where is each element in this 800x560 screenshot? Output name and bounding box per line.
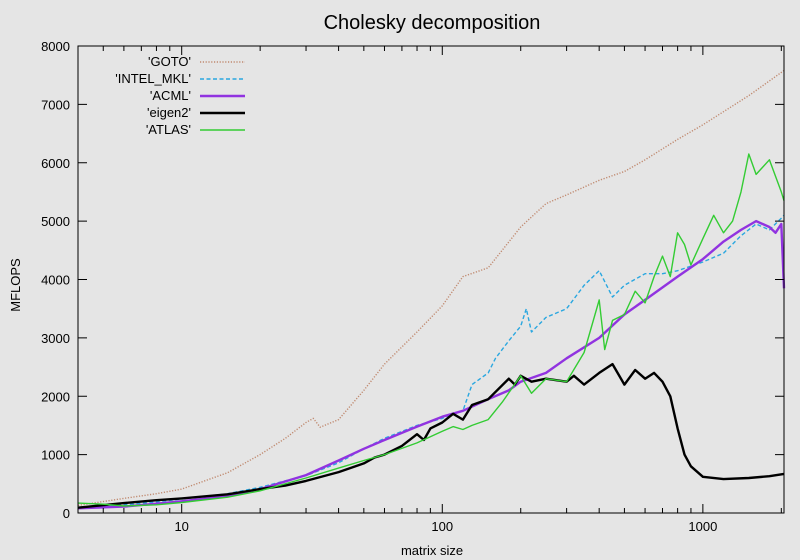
x-tick-label-2: 1000 — [688, 519, 717, 534]
x-axis: 10 100 1000 — [77, 46, 782, 534]
series-line-4 — [77, 153, 785, 507]
legend-label-3: 'eigen2' — [147, 105, 191, 120]
x-tick-label-1: 100 — [431, 519, 453, 534]
y-axis-label: MFLOPS — [8, 258, 23, 312]
legend-label-1: 'INTEL_MKL' — [115, 71, 191, 86]
y-tick-label-8: 8000 — [41, 39, 70, 54]
legend-label-0: 'GOTO' — [148, 54, 191, 69]
y-tick-label-1: 1000 — [41, 448, 70, 463]
y-tick-label-7: 7000 — [41, 97, 70, 112]
chart-title: Cholesky decomposition — [324, 12, 541, 34]
y-tick-label-0: 0 — [63, 506, 70, 521]
x-axis-label: matrix size — [401, 543, 463, 558]
y-tick-label-3: 3000 — [41, 331, 70, 346]
legend-label-2: 'ACML' — [150, 88, 191, 103]
plot-curves — [77, 69, 786, 510]
legend: 'GOTO' 'INTEL_MKL' 'ACML' 'eigen2' 'ATLAS' — [115, 54, 245, 137]
x-tick-label-0: 10 — [174, 519, 188, 534]
legend-label-4: 'ATLAS' — [146, 122, 191, 137]
y-tick-label-6: 6000 — [41, 156, 70, 171]
y-tick-label-2: 2000 — [41, 389, 70, 404]
y-tick-label-5: 5000 — [41, 214, 70, 229]
series-line-0 — [77, 69, 785, 507]
y-tick-label-4: 4000 — [41, 273, 70, 288]
series-line-1 — [77, 214, 785, 508]
y-axis: 0 1000 2000 3000 4000 5000 6000 7000 8000 — [41, 39, 784, 521]
series-line-2 — [77, 219, 786, 510]
